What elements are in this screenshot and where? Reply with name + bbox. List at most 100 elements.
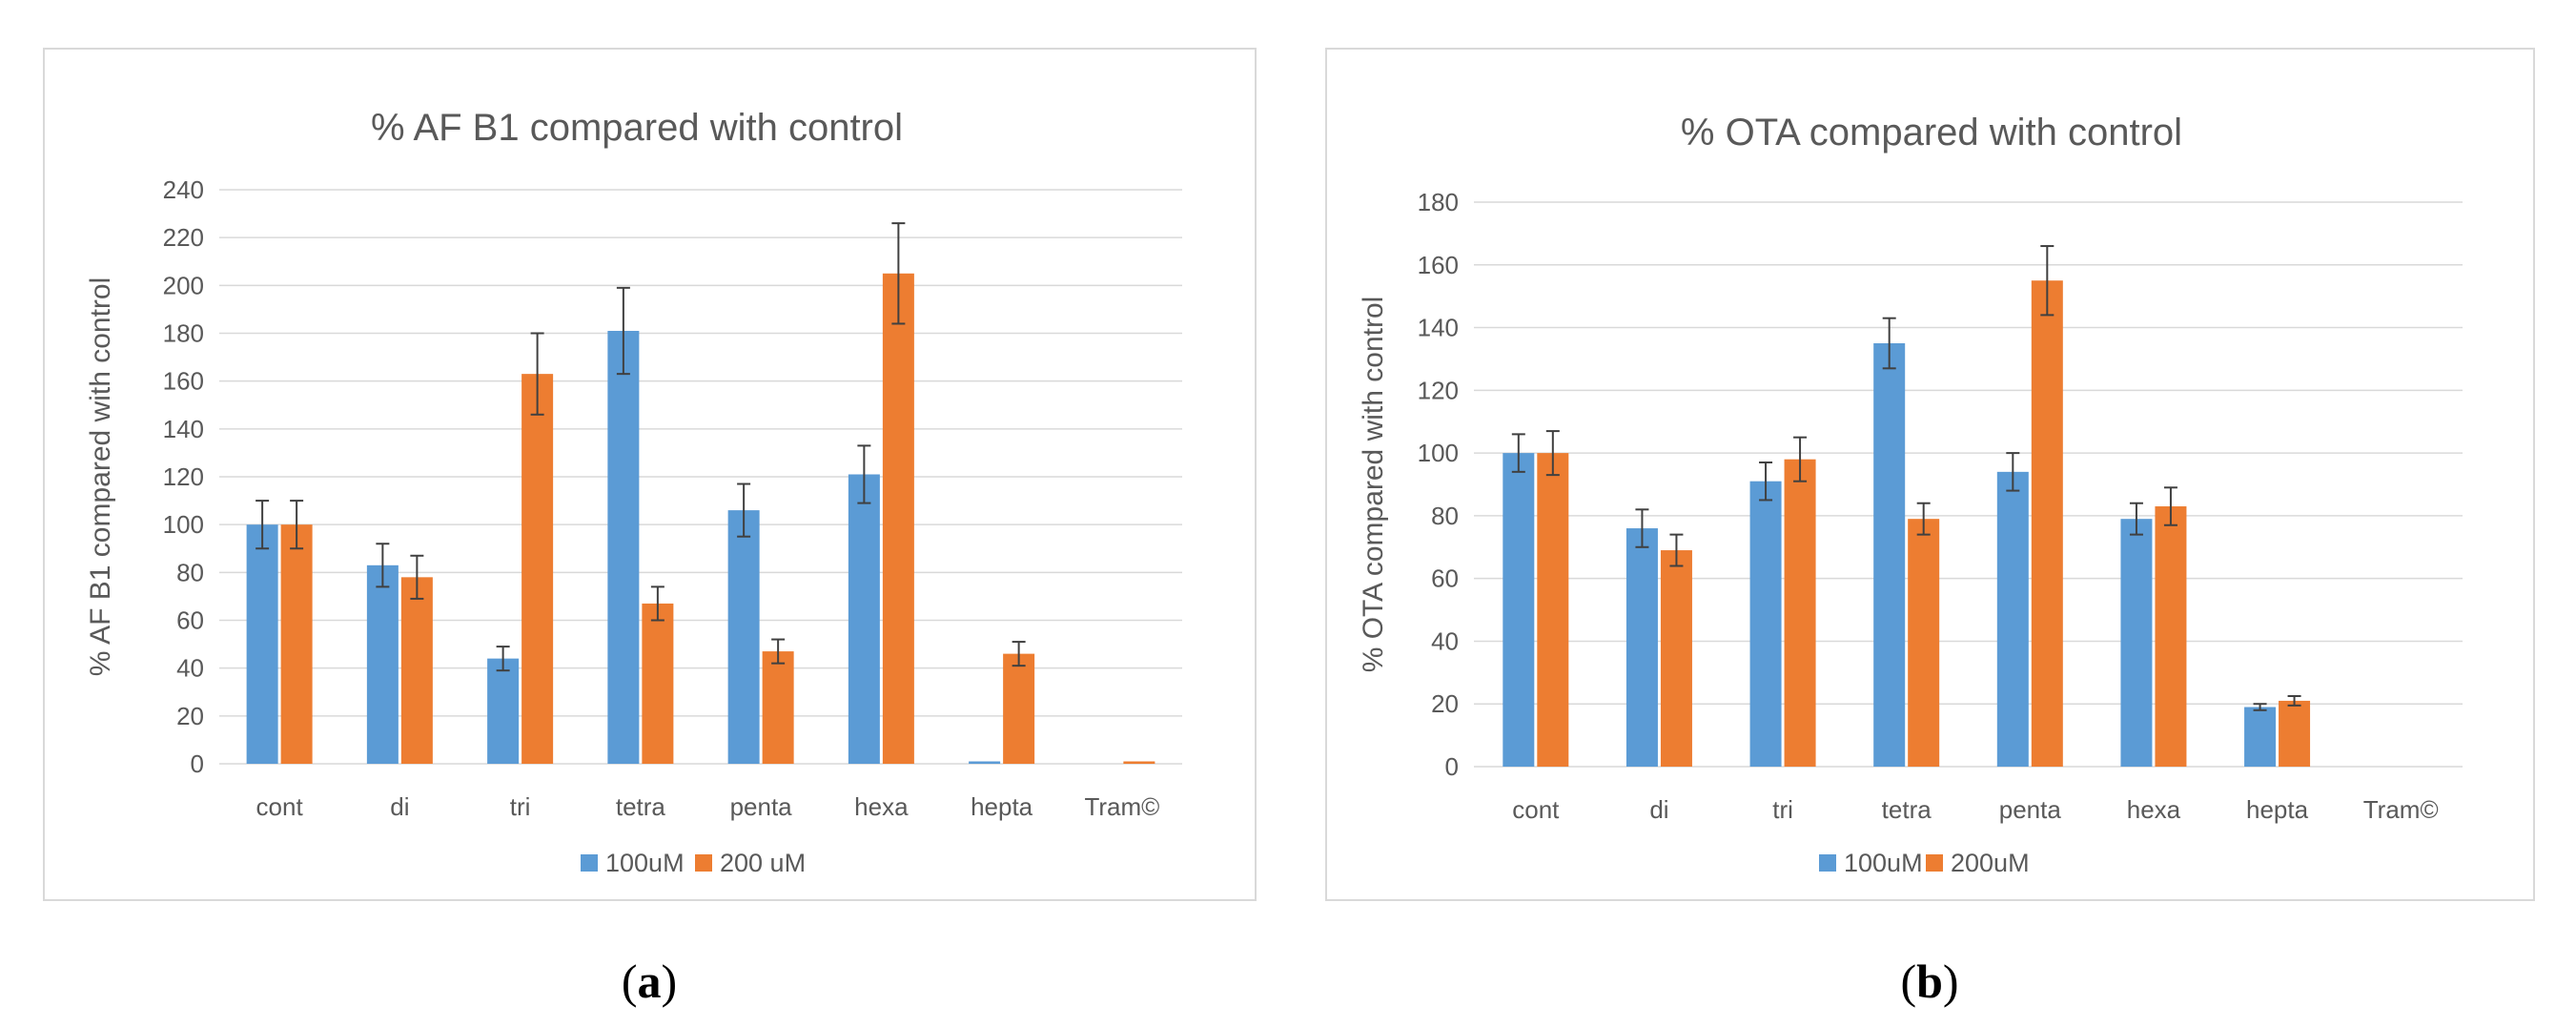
chart-a-error-bar [1012,641,1026,667]
chart-b-error-bar [2253,703,2267,711]
chart-a-error-bar [891,222,906,325]
chart-b-error-bar [1635,508,1649,548]
chart-a-x-tick-label: penta [730,792,793,821]
chart-b-bar-100uM-6 [2244,707,2277,767]
chart-a-svg: % AF B1 compared with control 0 20 40 60 80 10… [85,107,1182,877]
chart-a-legend-label: 100uM [605,849,685,877]
chart-a-y-tick-label: 180 [163,319,204,348]
subfigure-label-a: (a) [621,954,678,1008]
subfigure-label-b-letter: b [1916,954,1943,1008]
chart-b-y-tick-label: 180 [1418,188,1459,216]
chart-b-error-bar [1669,533,1684,567]
chart-a-error-bar [650,585,664,622]
chart-b-x-tick-label: di [1649,795,1668,824]
chart-b-error-bar [1793,436,1808,482]
chart-a-bar-200uM-4 [762,651,794,764]
chart-b-y-tick-label: 20 [1431,689,1459,718]
chart-b-x-tick-label: cont [1512,795,1560,824]
chart-b-error-bar [2287,695,2301,707]
chart-a-legend-swatch [581,854,598,872]
chart-b-bar-100uM-2 [1749,481,1782,767]
chart-b-svg: % OTA compared with control 0 20 40 60 80 100 1… [1358,112,2463,877]
chart-a-bar-100uM-2 [487,658,520,764]
chart-b-y-tick-label: 100 [1418,439,1459,467]
chart-a-y-tick-label: 220 [163,223,204,252]
chart-a-y-axis-title: % AF B1 compared with control [85,277,116,677]
chart-b-x-tick-label: hexa [2127,795,2181,824]
chart-b-error-bar [1759,461,1773,502]
chart-b-bar-100uM-4 [1996,471,2029,767]
chart-a-y-tick-label: 160 [163,367,204,396]
chart-a-y-tick-label: 100 [163,510,204,539]
chart-b-x-tick-label: tri [1772,795,1793,824]
chart-b-x-tick-label: tetra [1882,795,1932,824]
chart-a-bar-200uM-7 [1123,761,1155,764]
chart-a-error-bar [410,554,424,600]
chart-b-y-tick-label: 0 [1445,752,1459,781]
chart-b-bar-100uM-5 [2120,519,2153,767]
chart-a-error-bar [857,444,871,504]
chart-b-title: % OTA compared with control [1681,112,2182,154]
chart-a-legend-label: 200 uM [720,849,806,877]
chart-b-bar-200uM-5 [2155,506,2187,767]
chart-b-legend-swatch [1926,854,1943,872]
chart-a-x-tick-label: hexa [854,792,909,821]
chart-b-error-bar [1545,430,1560,477]
chart-a-x-tick-label: cont [256,792,304,821]
chart-a-y-tick-label: 120 [163,462,204,491]
chart-b-bar-200uM-1 [1660,550,1692,767]
chart-a-x-tick-label: tetra [616,792,666,821]
chart-a-x-tick-label: di [390,792,409,821]
chart-a-legend-swatch [695,854,712,872]
chart-b-error-bar [2040,245,2055,317]
chart-b-y-tick-label: 60 [1431,564,1459,593]
chart-b-y-axis-title: % OTA compared with control [1358,297,1389,673]
chart-b-x-tick-label: penta [1999,795,2062,824]
chart-b-error-bar [1511,433,1525,473]
chart-b-error-bar [1882,317,1896,370]
chart-a-error-bar [771,638,786,665]
chart-b-bar-200uM-6 [2279,700,2311,767]
chart-a-bar-200uM-3 [642,603,674,764]
chart-a-x-tick-label: Tram© [1084,792,1159,821]
chart-a-x-tick-label: tri [510,792,531,821]
chart-b-y-tick-label: 120 [1418,376,1459,404]
chart-b-bar-100uM-1 [1625,528,1658,767]
chart-panel-a: % AF B1 compared with control 0 20 40 60 80 10… [43,48,1257,901]
chart-a-bar-100uM-6 [969,761,1001,764]
chart-b-bar-200uM-0 [1537,453,1569,767]
chart-a-y-tick-label: 140 [163,415,204,443]
chart-a-error-bar [290,500,304,550]
chart-a-y-tick-label: 60 [176,606,204,635]
chart-b-y-tick-label: 40 [1431,626,1459,655]
chart-a-error-bar [616,286,630,376]
chart-a-bar-100uM-3 [607,330,640,764]
chart-b-error-bar [2163,486,2177,526]
chart-a-bar-200uM-2 [521,374,554,764]
chart-b-y-tick-label: 80 [1431,502,1459,530]
subfigure-label-b: (b) [1900,954,1959,1008]
chart-a-y-tick-label: 200 [163,271,204,299]
chart-a-error-bar [737,482,751,538]
chart-b-y-tick-label: 160 [1418,251,1459,279]
chart-b-x-tick-label: Tram© [2363,795,2439,824]
chart-a-bar-100uM-0 [246,524,278,764]
chart-b-error-bar [2129,502,2143,536]
chart-a-y-tick-label: 40 [176,654,204,683]
chart-a-y-tick-label: 240 [163,175,204,204]
chart-a-bar-100uM-4 [727,510,760,764]
chart-a-error-bar [376,543,390,588]
chart-b-y-tick-label: 140 [1418,314,1459,342]
subfigure-label-a-letter: a [637,954,662,1008]
chart-b-bar-100uM-3 [1873,343,1906,767]
chart-a-bar-100uM-5 [848,474,880,764]
chart-b-bar-100uM-0 [1503,453,1535,767]
chart-a-bar-200uM-0 [280,524,313,764]
chart-a-error-bar [530,332,544,416]
chart-a-bar-100uM-1 [366,564,399,764]
chart-a-error-bar [256,500,270,550]
chart-b-bar-200uM-2 [1784,459,1816,767]
chart-a-y-tick-label: 80 [176,558,204,586]
chart-b-legend-label: 100uM [1844,849,1923,877]
chart-a-error-bar [496,646,510,672]
